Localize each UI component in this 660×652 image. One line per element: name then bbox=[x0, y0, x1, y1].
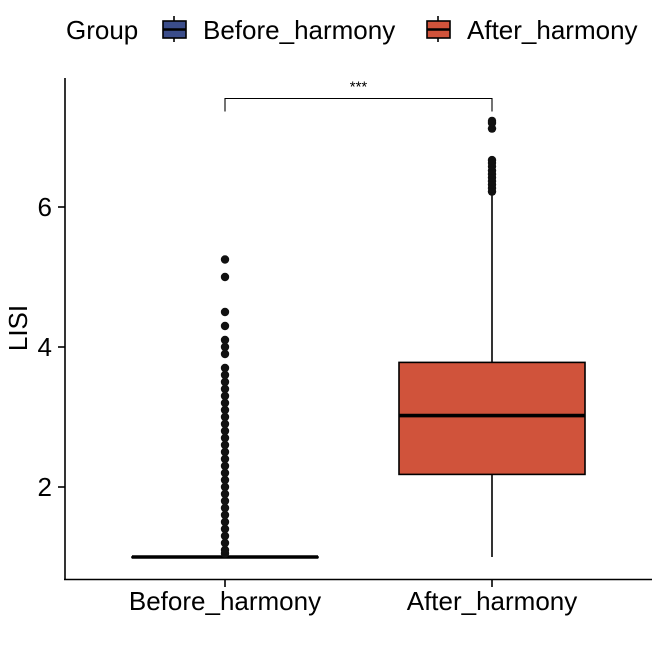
x-axis-ticks: Before_harmony After_harmony bbox=[129, 580, 577, 616]
outlier-point bbox=[220, 433, 230, 443]
outlier-point bbox=[220, 468, 230, 478]
box-iqr bbox=[398, 361, 586, 476]
outlier-point bbox=[220, 255, 230, 264]
outlier-point bbox=[220, 482, 230, 492]
box-after-harmony bbox=[398, 116, 586, 557]
outlier-point bbox=[487, 116, 497, 126]
significance-bracket bbox=[224, 97, 493, 112]
outlier-point bbox=[220, 377, 230, 387]
outlier-point bbox=[220, 461, 230, 471]
outlier-point bbox=[220, 510, 230, 520]
outlier-point bbox=[220, 454, 230, 464]
outlier-point bbox=[220, 517, 230, 527]
legend-key-after-harmony bbox=[426, 16, 451, 42]
significance-annotations: *** bbox=[224, 79, 493, 112]
outlier-point bbox=[220, 349, 230, 359]
outlier-point bbox=[220, 440, 230, 450]
outlier-point bbox=[220, 307, 230, 317]
outlier-point bbox=[220, 321, 230, 331]
y-tick-label: 6 bbox=[38, 192, 52, 222]
outlier-point bbox=[220, 419, 230, 429]
outlier-point bbox=[220, 272, 230, 282]
y-axis-ticks: 2 4 6 bbox=[38, 192, 65, 502]
outlier-point bbox=[220, 335, 230, 345]
box-before-harmony bbox=[131, 255, 319, 559]
legend-key-before-harmony bbox=[162, 16, 187, 42]
outlier-point bbox=[220, 545, 230, 555]
significance-label: *** bbox=[350, 79, 368, 96]
outlier-point bbox=[220, 370, 230, 380]
y-tick-label: 2 bbox=[38, 472, 52, 502]
outlier-point bbox=[487, 155, 497, 165]
x-tick-label: Before_harmony bbox=[129, 586, 321, 616]
y-tick-label: 4 bbox=[38, 332, 52, 362]
legend: Group Before_harmony After_harmony bbox=[66, 15, 638, 45]
outlier-point bbox=[220, 496, 230, 506]
legend-title: Group bbox=[66, 15, 138, 45]
outlier-point bbox=[220, 342, 230, 352]
outlier-point bbox=[220, 503, 230, 513]
outlier-point bbox=[220, 538, 230, 548]
legend-label-after-harmony: After_harmony bbox=[467, 15, 638, 45]
outlier-point bbox=[220, 363, 230, 373]
outlier-point bbox=[220, 384, 230, 394]
outlier-point bbox=[220, 531, 230, 541]
legend-label-before-harmony: Before_harmony bbox=[203, 15, 395, 45]
y-axis-title: LISI bbox=[3, 305, 33, 351]
outlier-point bbox=[220, 412, 230, 422]
outlier-point bbox=[220, 475, 230, 485]
boxes bbox=[131, 116, 586, 559]
x-tick-label: After_harmony bbox=[407, 586, 578, 616]
outlier-point bbox=[220, 524, 230, 534]
outlier-point bbox=[220, 405, 230, 415]
outlier-point bbox=[220, 398, 230, 408]
outlier-point bbox=[220, 426, 230, 436]
outlier-point bbox=[220, 489, 230, 499]
outlier-point bbox=[220, 391, 230, 401]
outlier-point bbox=[220, 447, 230, 457]
